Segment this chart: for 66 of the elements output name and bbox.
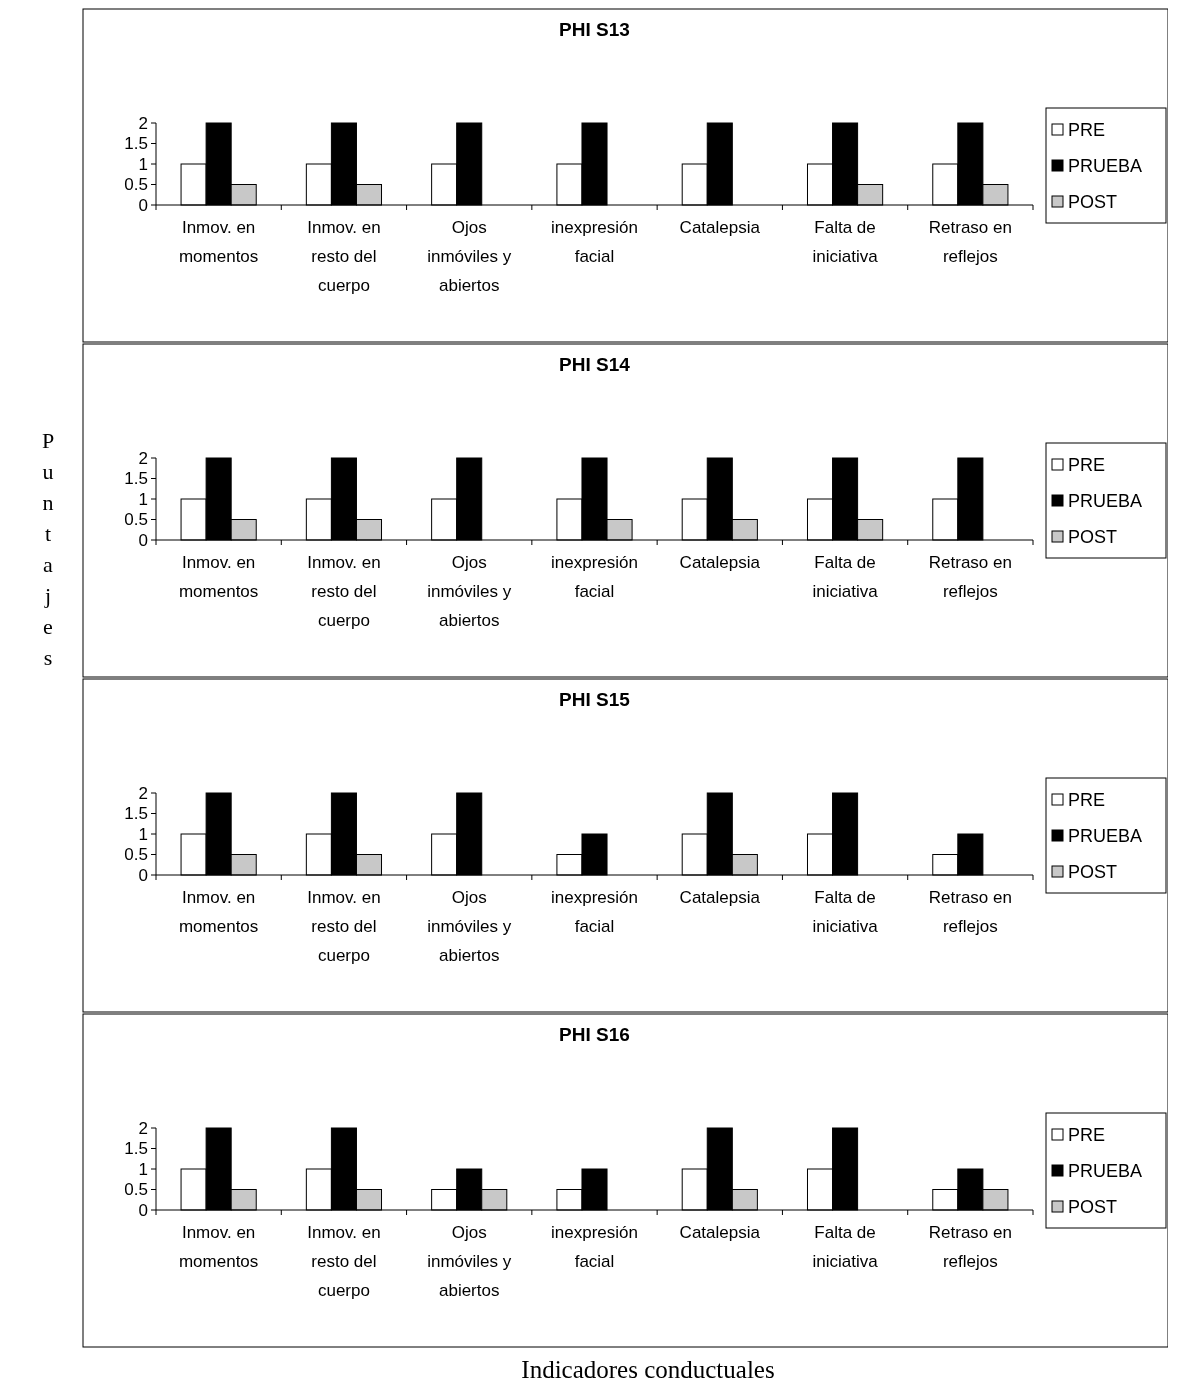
y-tick-label: 1.5	[124, 1139, 148, 1159]
chart-title: PHI S16	[559, 1024, 630, 1045]
y-tick-label: 1	[138, 824, 148, 844]
legend-label: POST	[1068, 527, 1118, 548]
chart-title: PHI S14	[559, 354, 631, 375]
x-tick-label: Catalepsia	[679, 888, 761, 907]
legend-label: POST	[1068, 1197, 1118, 1218]
y-tick-label: 1	[138, 154, 148, 174]
legend-label: PRE	[1068, 1125, 1106, 1146]
y-tick-label: 1	[138, 489, 148, 509]
x-tick-label: Catalepsia	[679, 1223, 761, 1242]
x-tick-label: Inmov. en momentos	[178, 218, 259, 266]
x-tick-label: Retraso en reflejos	[928, 1223, 1012, 1271]
x-tick-label: Ojos inmóviles y abiertos	[427, 553, 512, 630]
legend-label: PRE	[1068, 455, 1106, 476]
x-tick-label: Retraso en reflejos	[928, 888, 1012, 936]
x-tick-label: inexpresión facial	[551, 1223, 638, 1271]
legend-label: PRUEBA	[1068, 491, 1143, 512]
y-tick-label: 0	[138, 195, 148, 215]
x-tick-label: Ojos inmóviles y abiertos	[427, 218, 512, 295]
y-tick-label: 0	[138, 865, 148, 885]
x-tick-label: inexpresión facial	[551, 553, 638, 601]
y-tick-label: 2	[138, 113, 148, 133]
legend-label: PRUEBA	[1068, 156, 1143, 177]
x-tick-label: Inmov. en momentos	[178, 888, 259, 936]
x-tick-label: inexpresión facial	[551, 888, 638, 936]
y-tick-label: 0	[138, 530, 148, 550]
x-tick-label: Falta de iniciativa	[812, 1223, 879, 1271]
x-axis-title: Indicadores conductuales	[521, 1356, 775, 1383]
x-tick-label: Ojos inmóviles y abiertos	[427, 888, 512, 965]
y-tick-label: 2	[138, 1118, 148, 1138]
legend-label: PRUEBA	[1068, 826, 1143, 847]
y-tick-label: 1.5	[124, 469, 148, 489]
y-tick-label: 0.5	[124, 845, 148, 865]
legend-label: POST	[1068, 862, 1118, 883]
legend-label: PRE	[1068, 120, 1106, 141]
x-tick-label: Catalepsia	[679, 218, 761, 237]
y-tick-label: 2	[138, 448, 148, 468]
x-tick-label: Retraso en reflejos	[928, 553, 1012, 601]
y-tick-label: 1.5	[124, 804, 148, 824]
x-tick-label: Inmov. en resto del cuerpo	[307, 888, 381, 965]
y-tick-label: 0.5	[124, 1180, 148, 1200]
legend-label: PRE	[1068, 790, 1106, 811]
y-tick-label: 0	[138, 1200, 148, 1220]
y-tick-label: 1	[138, 1159, 148, 1179]
x-tick-label: Inmov. en momentos	[178, 1223, 259, 1271]
legend-label: PRUEBA	[1068, 1161, 1143, 1182]
chart-title: PHI S15	[559, 689, 631, 710]
y-tick-label: 1.5	[124, 134, 148, 154]
x-tick-label: Inmov. en resto del cuerpo	[307, 218, 381, 295]
y-tick-label: 2	[138, 783, 148, 803]
y-tick-label: 0.5	[124, 510, 148, 530]
x-tick-label: Inmov. en resto del cuerpo	[307, 1223, 381, 1300]
y-tick-label: 0.5	[124, 175, 148, 195]
chart-title: PHI S13	[559, 19, 630, 40]
x-tick-label: inexpresión facial	[551, 218, 638, 266]
x-tick-label: Catalepsia	[679, 553, 761, 572]
x-tick-label: Inmov. en resto del cuerpo	[307, 553, 381, 630]
legend-label: POST	[1068, 192, 1118, 213]
x-tick-label: Falta de iniciativa	[812, 218, 879, 266]
x-tick-label: Ojos inmóviles y abiertos	[427, 1223, 512, 1300]
x-tick-label: Falta de iniciativa	[812, 888, 879, 936]
x-tick-label: Retraso en reflejos	[928, 218, 1012, 266]
y-axis-title: Puntajes	[41, 428, 55, 670]
x-tick-label: Inmov. en momentos	[178, 553, 259, 601]
x-tick-label: Falta de iniciativa	[812, 553, 879, 601]
